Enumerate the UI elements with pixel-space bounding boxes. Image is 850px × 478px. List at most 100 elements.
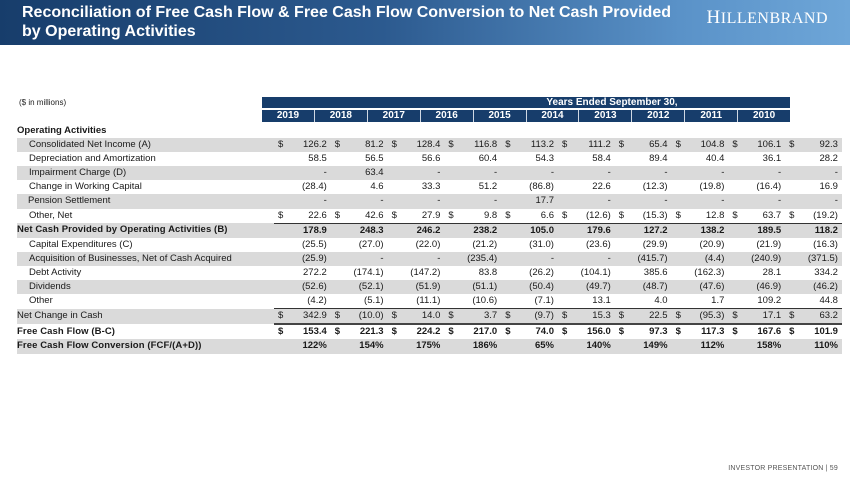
- currency-symbol: $: [330, 138, 345, 153]
- value-cell: -: [571, 194, 615, 209]
- year-header: 2011: [685, 110, 739, 122]
- row-label: Depreciation and Amortization: [29, 153, 156, 165]
- value-cell: 15.3: [571, 308, 615, 326]
- value-cell: -: [515, 251, 558, 266]
- value-cell: 221.3: [359, 326, 384, 338]
- year-header: 2015: [473, 110, 527, 122]
- value-cell: 58.4: [592, 153, 611, 165]
- currency-symbol: [671, 294, 686, 310]
- currency-symbol: $: [732, 326, 738, 338]
- value-cell: 126.2: [288, 138, 331, 153]
- currency-symbol: $: [448, 326, 454, 338]
- value-cell: (50.4): [515, 280, 558, 295]
- currency-symbol: [501, 251, 516, 266]
- value-cell: (7.1): [515, 294, 558, 310]
- value-cell: 158%: [742, 339, 786, 354]
- currency-symbol: [444, 266, 458, 280]
- row-label: Free Cash Flow Conversion (FCF/(A+D)): [17, 339, 274, 354]
- row-label: Acquisition of Businesses, Net of Cash A…: [17, 251, 274, 266]
- page-title: Reconciliation of Free Cash Flow & Free …: [22, 4, 671, 40]
- value-cell: 97.3: [649, 326, 668, 338]
- currency-symbol: [274, 294, 288, 310]
- value-cell: (15.3): [628, 208, 672, 224]
- currency-symbol: $: [671, 138, 686, 153]
- value-cell: 156.0: [587, 326, 611, 338]
- value-cell: (95.3): [685, 308, 729, 326]
- row-capex: Capital Expenditures (C) (25.5) (27.0) (22.…: [17, 238, 842, 252]
- value-cell: 22.6: [288, 208, 331, 224]
- value-cell: (26.2): [529, 266, 554, 278]
- value-cell: 112%: [685, 339, 729, 354]
- value-cell: -: [685, 194, 729, 209]
- value-cell: 138.2: [685, 223, 729, 238]
- value-cell: (174.1): [353, 266, 384, 278]
- value-cell: 92.3: [799, 138, 842, 153]
- row-net-cash-operating: Net Cash Provided by Operating Activitie…: [17, 223, 842, 238]
- value-cell: 40.4: [705, 153, 725, 165]
- currency-symbol: [728, 152, 742, 166]
- value-cell: -: [742, 194, 786, 209]
- row-working-capital: Change in Working Capital (28.4) 4.6 33.3 51…: [17, 180, 842, 194]
- currency-symbol: [388, 180, 402, 194]
- value-cell: 16.9: [819, 181, 838, 193]
- value-cell: 65.4: [628, 138, 672, 153]
- value-cell: (25.9): [288, 251, 331, 266]
- currency-symbol: $: [785, 138, 800, 153]
- currency-symbol: [614, 166, 629, 181]
- value-cell: 17.1: [742, 308, 786, 326]
- currency-symbol: [728, 339, 743, 354]
- value-cell: -: [628, 194, 672, 209]
- currency-symbol: [614, 294, 629, 310]
- row-label: Other, Net: [29, 209, 73, 221]
- currency-symbol: [728, 166, 743, 181]
- currency-symbol: [444, 339, 459, 354]
- currency-symbol: $: [334, 326, 341, 338]
- value-cell: 14.0: [401, 308, 445, 326]
- currency-symbol: $: [387, 308, 402, 326]
- value-cell: 28.2: [819, 153, 838, 165]
- value-cell: 56.5: [365, 153, 384, 165]
- currency-symbol: $: [785, 208, 800, 224]
- value-cell: -: [401, 251, 445, 266]
- value-cell: 178.9: [288, 223, 331, 238]
- value-cell: (48.7): [628, 280, 672, 295]
- currency-symbol: $: [675, 326, 681, 338]
- currency-symbol: [785, 294, 800, 310]
- value-cell: 74.0: [535, 326, 554, 338]
- value-cell: 272.2: [303, 266, 327, 278]
- value-cell: 89.4: [649, 153, 668, 165]
- value-cell: (29.9): [642, 238, 668, 250]
- value-cell: -: [401, 166, 445, 181]
- value-cell: 22.6: [592, 181, 611, 193]
- value-cell: (19.2): [799, 208, 842, 224]
- value-cell: 33.3: [421, 181, 441, 193]
- currency-symbol: [444, 238, 458, 252]
- row-label: Impairment Charge (D): [17, 166, 274, 181]
- currency-symbol: [557, 339, 572, 354]
- currency-symbol: [671, 166, 686, 181]
- value-cell: (51.1): [458, 280, 502, 295]
- value-cell: 122%: [288, 339, 331, 354]
- currency-symbol: [614, 194, 629, 209]
- value-cell: 153.4: [303, 326, 327, 338]
- currency-symbol: $: [501, 208, 516, 224]
- currency-symbol: [785, 266, 799, 280]
- row-other-net: Other, Net $22.6 $42.6 $27.9 $9.8 $6.6 $ (12.6)…: [17, 208, 842, 224]
- value-cell: (240.9): [742, 251, 786, 266]
- value-cell: 44.8: [799, 294, 842, 310]
- value-cell: 224.2: [416, 326, 441, 338]
- currency-symbol: $: [330, 208, 345, 224]
- value-cell: 334.2: [814, 266, 838, 278]
- value-cell: (19.8): [699, 181, 725, 193]
- currency-symbol: [444, 251, 459, 266]
- year-header: 2019: [262, 110, 315, 122]
- row-free-cash-flow: Free Cash Flow (B-C) $153.4 $221.3 $224.2 $2…: [17, 324, 842, 339]
- row-fcf-conversion: Free Cash Flow Conversion (FCF/(A+D)) 122…: [17, 339, 842, 354]
- currency-symbol: [671, 194, 686, 209]
- value-cell: (11.1): [401, 294, 445, 310]
- currency-symbol: $: [501, 138, 516, 153]
- currency-symbol: [388, 152, 402, 166]
- currency-symbol: [388, 266, 402, 280]
- value-cell: -: [571, 166, 615, 181]
- value-cell: 83.8: [478, 266, 498, 278]
